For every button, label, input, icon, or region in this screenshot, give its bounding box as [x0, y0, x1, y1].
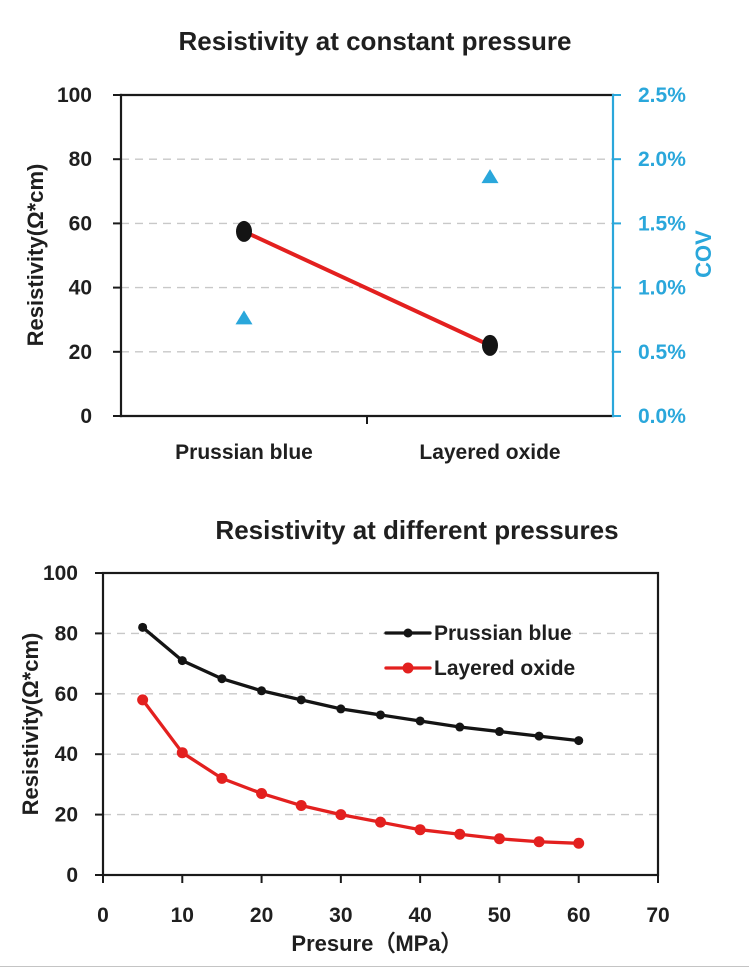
chart1-right-axis-label: COV [691, 230, 716, 278]
y-tick-label: 40 [55, 743, 78, 766]
series-marker-prussian-blue [296, 695, 306, 705]
legend-label-backing-1 [431, 619, 557, 646]
y-tick-label: 60 [69, 212, 92, 235]
series-marker-prussian-blue [494, 727, 504, 737]
legend-marker [402, 662, 414, 674]
cov-tick-label: 0.0% [638, 405, 686, 428]
chart1-title: Resistivity at constant pressure [178, 26, 571, 56]
series-marker-layered-oxide [256, 787, 268, 799]
y-tick-label: 100 [43, 562, 78, 585]
legend-marks [384, 628, 432, 674]
resistivity-marker [236, 220, 252, 242]
series-marker-prussian-blue [257, 686, 267, 696]
cov-triangle-marker [235, 310, 253, 325]
y-tick-label: 60 [55, 683, 78, 706]
chart1-dynamic-layer: 0 20 40 60 80 100 0.0% 0.5% 1.0% 1.5% 2.0% 2.5% [57, 84, 686, 428]
cov-tick-label: 2.0% [638, 148, 686, 171]
series-marker-layered-oxide [137, 694, 149, 706]
series-marker-prussian-blue [177, 656, 187, 666]
series-marker-prussian-blue [376, 710, 385, 720]
chart2-x-axis-label: Presure（MPa） [291, 931, 462, 956]
cov-triangle-marker [481, 169, 499, 184]
legend: Prussian blue Layered oxide [384, 619, 575, 681]
y-tick-label: 20 [69, 341, 92, 364]
series-marker-layered-oxide [176, 747, 188, 759]
series-marker-layered-oxide [414, 824, 426, 836]
series-marker-layered-oxide [533, 836, 545, 848]
chart1-category-layered-oxide: Layered oxide [419, 441, 560, 464]
chart-different-pressures: 0 20 40 60 80 100 0 10 20 30 40 50 60 70 Resistivity … [18, 515, 670, 956]
cov-tick-label: 0.5% [638, 341, 686, 364]
series-marker-layered-oxide [335, 809, 347, 821]
chart2-dynamic-layer: 0 20 40 60 80 100 0 10 20 30 40 50 60 70 [43, 562, 670, 927]
y-tick-label: 80 [55, 622, 78, 645]
series-marker-prussian-blue [415, 716, 425, 726]
series-marker-layered-oxide [454, 828, 466, 840]
resistivity-marker [482, 334, 498, 356]
legend-label-prussian-blue: Prussian blue [434, 622, 572, 645]
chart1-category-prussian-blue: Prussian blue [175, 441, 313, 464]
y-tick-label: 0 [80, 405, 92, 428]
chart2-title: Resistivity at different pressures [215, 515, 618, 545]
series-marker-layered-oxide [216, 772, 228, 784]
series-marker-prussian-blue [534, 731, 544, 741]
x-tick-label: 30 [329, 904, 352, 927]
chart1-y-axis-label: Resistivity(Ω*cm) [23, 164, 48, 347]
image-bottom-edge [0, 966, 749, 967]
series-marker-layered-oxide [493, 833, 505, 845]
series-line-prussian-blue [140, 625, 581, 743]
x-tick-label: 0 [97, 904, 109, 927]
cov-tick-label: 1.5% [638, 212, 686, 235]
series-marker-prussian-blue [217, 674, 227, 684]
plot-frame [101, 571, 660, 877]
y-tick-label: 40 [69, 277, 92, 300]
cov-tick-label: 2.5% [638, 84, 686, 107]
series-marker-layered-oxide [295, 800, 307, 812]
y-tick-label: 0 [66, 864, 78, 887]
y-tick-label: 20 [55, 804, 78, 827]
legend-marker [403, 628, 413, 638]
legend-label-backing-2 [431, 654, 557, 681]
series-marker-layered-oxide [573, 837, 585, 849]
x-tick-label: 20 [250, 904, 273, 927]
cov-tick-label: 1.0% [638, 277, 686, 300]
chart2-y-axis-label: Resistivity(Ω*cm) [18, 633, 43, 816]
series-marker-layered-oxide [375, 816, 386, 828]
y-tick-label: 100 [57, 84, 92, 107]
x-tick-label: 60 [567, 904, 590, 927]
chart-constant-pressure: 0 20 40 60 80 100 0.0% 0.5% 1.0% 1.5% 2.0% 2.5% Res… [23, 26, 716, 464]
x-tick-label: 70 [646, 904, 669, 927]
resistivity-connector-line [242, 229, 492, 348]
series-marker-prussian-blue [336, 704, 346, 714]
series-marker-prussian-blue [574, 736, 584, 746]
legend-label-layered-oxide: Layered oxide [434, 657, 575, 680]
x-tick-label: 40 [408, 904, 431, 927]
series-line-layered-oxide [140, 698, 581, 845]
series-marker-prussian-blue [138, 622, 148, 632]
series-marker-prussian-blue [455, 722, 465, 732]
y-tick-label: 80 [69, 148, 92, 171]
x-tick-label: 10 [171, 904, 194, 927]
x-tick-label: 50 [488, 904, 511, 927]
